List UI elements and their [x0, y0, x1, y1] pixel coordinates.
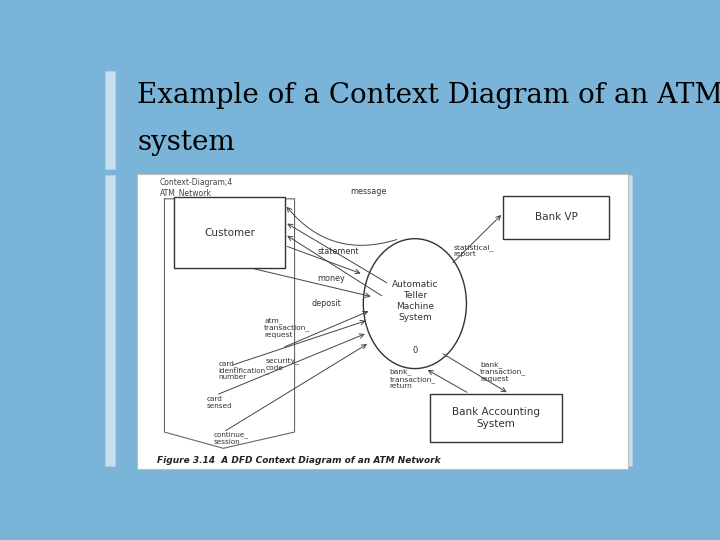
Text: Customer: Customer: [204, 228, 255, 238]
FancyBboxPatch shape: [430, 394, 562, 442]
FancyBboxPatch shape: [622, 175, 632, 466]
Text: money: money: [318, 274, 346, 283]
Text: Bank Accounting
System: Bank Accounting System: [452, 407, 540, 429]
Text: statistical_
report: statistical_ report: [454, 244, 494, 257]
Text: continue_
session: continue_ session: [214, 431, 248, 444]
FancyBboxPatch shape: [174, 197, 284, 268]
Text: Figure 3.14  A DFD Context Diagram of an ATM Network: Figure 3.14 A DFD Context Diagram of an …: [157, 456, 441, 465]
FancyBboxPatch shape: [105, 71, 115, 168]
Text: deposit: deposit: [312, 299, 341, 308]
Text: Bank VP: Bank VP: [535, 212, 577, 222]
Text: card_
identification_
number: card_ identification_ number: [218, 360, 269, 380]
Text: bank_
transaction_
return: bank_ transaction_ return: [390, 369, 436, 389]
Text: Context-Diagram;4
ATM_Network: Context-Diagram;4 ATM_Network: [160, 178, 233, 197]
FancyBboxPatch shape: [105, 175, 115, 466]
Text: statement: statement: [318, 247, 359, 256]
Text: security_
code: security_ code: [266, 357, 300, 371]
Text: 0: 0: [413, 346, 418, 355]
Text: Example of a Context Diagram of an ATM: Example of a Context Diagram of an ATM: [138, 82, 720, 109]
Text: card
sensed: card sensed: [206, 396, 232, 409]
FancyBboxPatch shape: [138, 174, 629, 469]
Text: message: message: [350, 187, 387, 196]
Ellipse shape: [364, 239, 467, 369]
Text: bank_
transaction_
request: bank_ transaction_ request: [480, 361, 526, 382]
Text: system: system: [138, 129, 235, 156]
Text: Automatic
Teller
Machine
System: Automatic Teller Machine System: [392, 280, 438, 322]
FancyBboxPatch shape: [503, 196, 609, 239]
Text: atm_
transaction_
request: atm_ transaction_ request: [264, 317, 310, 338]
